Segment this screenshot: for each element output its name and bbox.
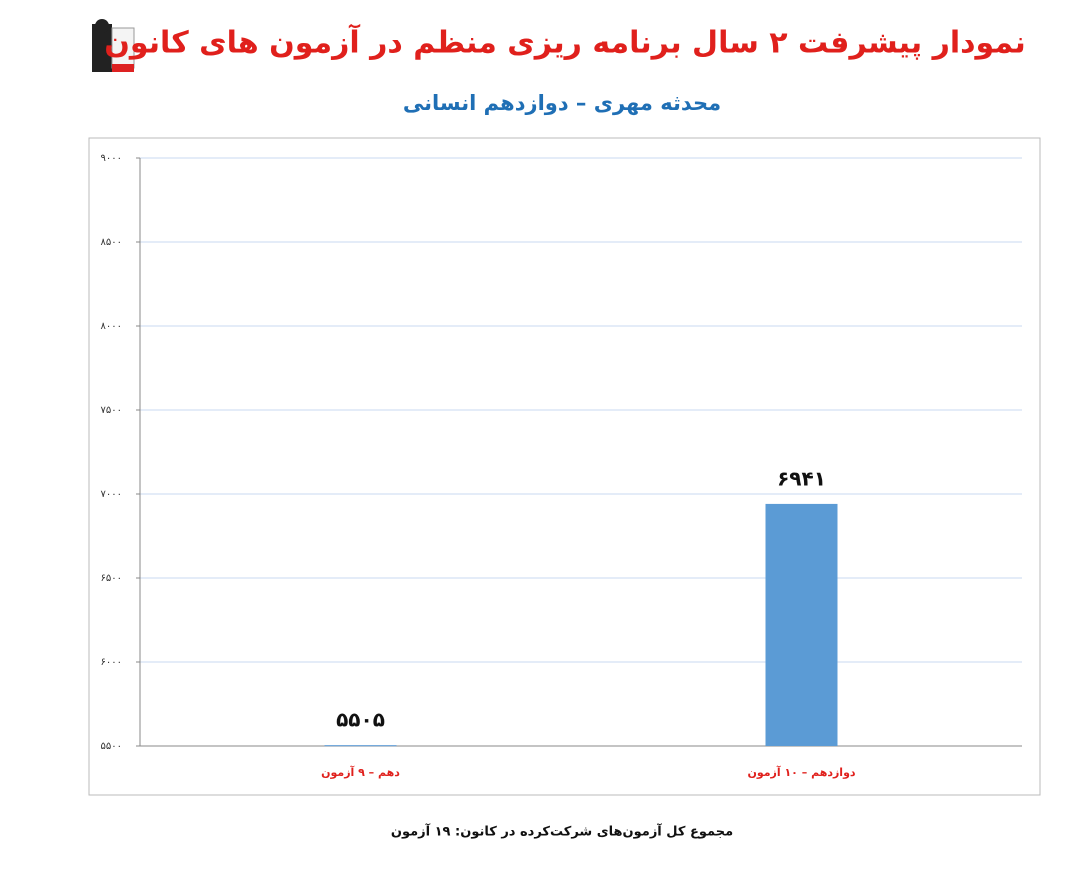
x-tick-label: دوازدهم – ۱۰ آزمون: [747, 765, 855, 779]
bar: [765, 503, 838, 746]
y-tick-label: ۶۵۰۰: [101, 573, 122, 584]
value-label: ۶۹۴۱: [777, 466, 826, 490]
chart-title: نمودار پیشرفت ۲ سال برنامه ریزی منظم در …: [104, 24, 1025, 61]
y-tick-label: ۶۰۰۰: [101, 657, 122, 668]
y-tick-label: ۸۰۰۰: [101, 321, 122, 332]
chart-subtitle: محدثه مهری – دوازدهم انسانی: [403, 91, 721, 115]
x-tick-label: دهم – ۹ آزمون: [321, 765, 400, 779]
y-tick-label: ۷۵۰۰: [101, 405, 122, 416]
plot-frame: [88, 137, 1041, 796]
y-tick-label: ۵۵۰۰: [101, 741, 122, 752]
y-tick-label: ۸۵۰۰: [101, 237, 122, 248]
logo: [92, 19, 135, 72]
y-tick-label: ۷۰۰۰: [101, 489, 122, 500]
footnote: مجموع کل آزمون‌های شرکت‌کرده در کانون: ۱…: [391, 823, 733, 840]
value-label: ۵۵۰۵: [336, 708, 385, 732]
bar: [324, 745, 397, 747]
y-tick-label: ۹۰۰۰: [101, 153, 122, 164]
